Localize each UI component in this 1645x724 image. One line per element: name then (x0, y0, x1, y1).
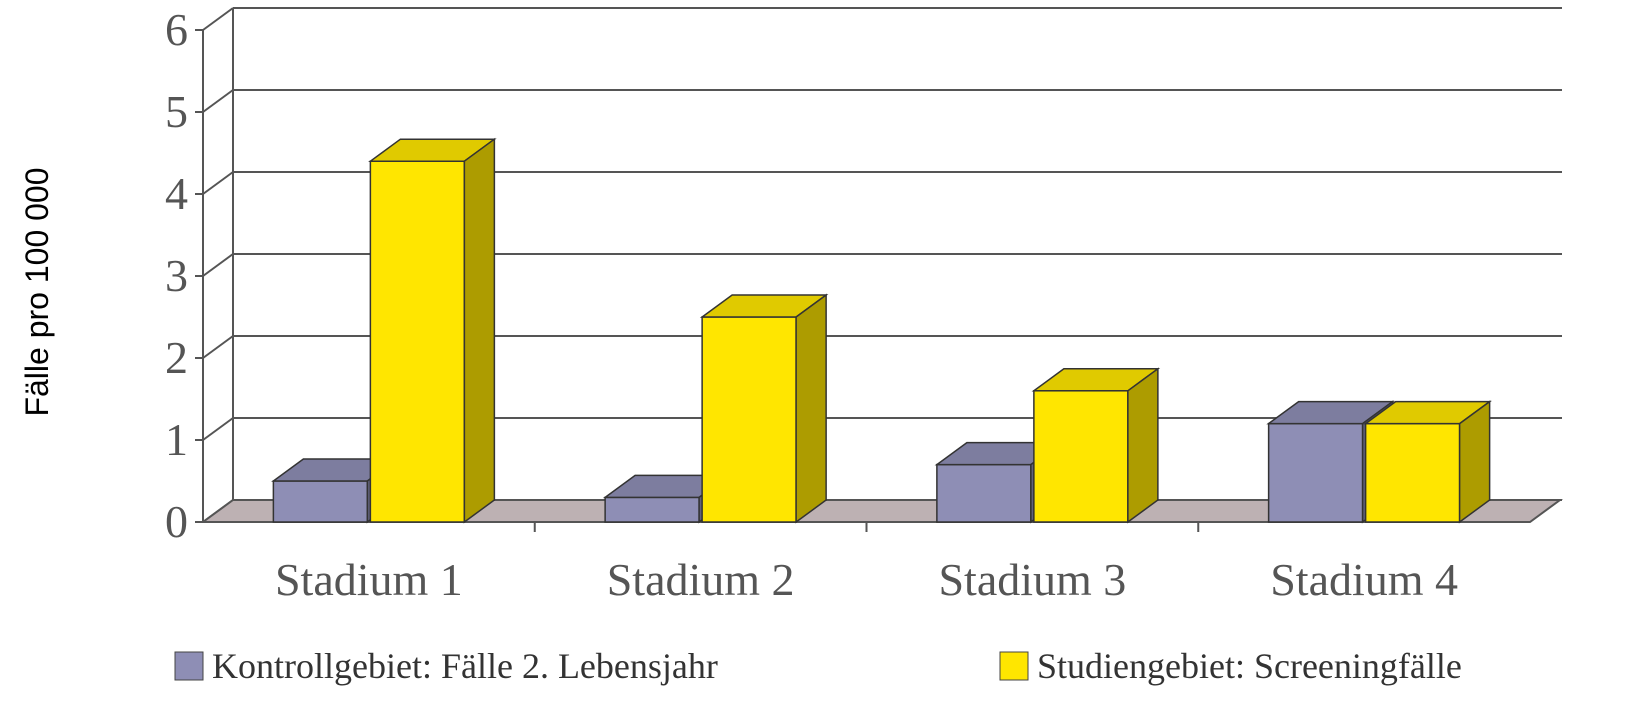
y-axis-label: Fälle pro 100 000 (19, 167, 55, 416)
y-tick-label: 2 (165, 332, 188, 383)
bar-front (701, 316, 797, 523)
bar-side (463, 137, 496, 524)
y-tick-label: 1 (165, 414, 188, 465)
bar-front (1033, 390, 1129, 523)
legend: Kontrollgebiet: Fälle 2. Lebensjahr Stud… (174, 646, 1462, 686)
bar (368, 137, 497, 524)
y-tick-label: 5 (165, 86, 188, 137)
x-tick-label: Stadium 3 (938, 554, 1126, 605)
bar-front (1364, 422, 1461, 523)
y-tick-label: 3 (165, 250, 188, 301)
y-tick-label: 0 (165, 496, 188, 547)
bar-front (272, 480, 369, 523)
bar-front (369, 160, 466, 523)
x-tick-label: Stadium 2 (607, 554, 795, 605)
bar (1031, 367, 1161, 524)
y-tick-label: 4 (165, 168, 188, 219)
bar-side (795, 293, 827, 524)
bar (699, 293, 829, 524)
x-axis-ticks: Stadium 1 Stadium 2 Stadium 3 Stadium 4 (275, 522, 1458, 605)
gridline-side (202, 335, 234, 359)
legend-swatch-kontrollgebiet (174, 651, 204, 681)
bar (1363, 400, 1492, 524)
gridline-side (202, 253, 234, 277)
bar-front (1267, 422, 1364, 523)
x-tick-label: Stadium 1 (275, 554, 463, 605)
legend-swatch-studiengebiet (999, 651, 1029, 681)
legend-label-studiengebiet: Studiengebiet: Screeningfälle (1037, 646, 1462, 686)
bar-side (1458, 400, 1491, 524)
gridline-side (202, 7, 234, 31)
gridline-side (202, 417, 234, 441)
bars (271, 137, 1492, 524)
gridline-side (202, 171, 234, 195)
bar-side (1127, 367, 1159, 524)
x-tick-label: Stadium 4 (1270, 554, 1458, 605)
bar-front (936, 463, 1032, 523)
y-tick-label: 6 (165, 4, 188, 55)
gridline-side (202, 89, 234, 113)
y-axis-ticks: 0 1 2 3 4 5 6 (165, 4, 203, 547)
legend-label-kontrollgebiet: Kontrollgebiet: Fälle 2. Lebensjahr (212, 646, 718, 686)
bar-front (604, 496, 700, 523)
